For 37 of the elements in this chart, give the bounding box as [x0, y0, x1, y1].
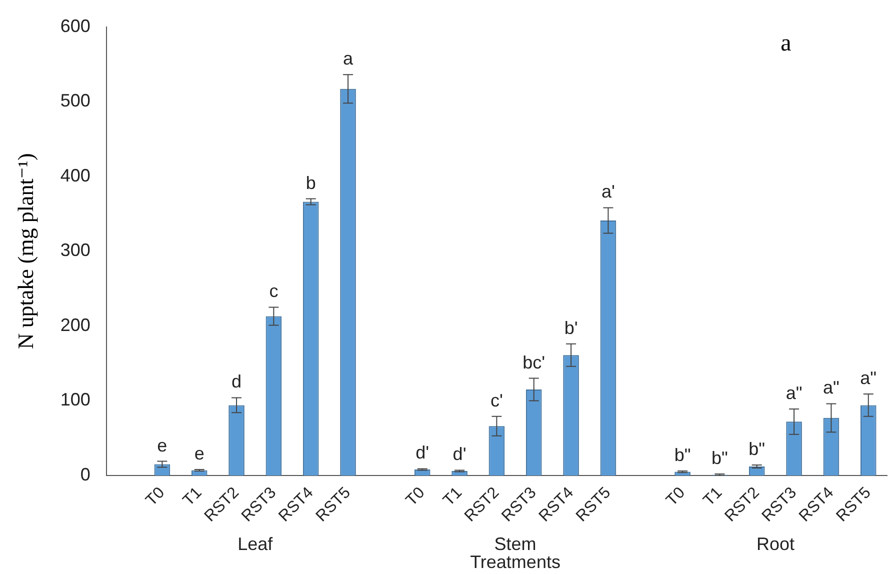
data-label: b [306, 172, 316, 193]
y-tick-label: 0 [80, 464, 90, 484]
data-label: e [194, 443, 204, 464]
x-tick-label: T0 [403, 484, 428, 510]
text: Stem [494, 534, 536, 554]
x-tick-label: T1 [180, 484, 206, 510]
data-label: b" [674, 444, 691, 465]
data-label: bc' [522, 352, 546, 372]
x-tick-label: T0 [663, 484, 689, 510]
text: Leaf [238, 534, 274, 554]
data-label: c' [490, 390, 503, 410]
data-label: e [157, 435, 168, 456]
text: Root [756, 534, 794, 554]
y-tick-label: 600 [60, 16, 90, 36]
data-label: a' [601, 182, 615, 202]
y-axis-title: N uptake (mg plant⁻¹) [12, 153, 38, 350]
y-tick-label: 300 [60, 240, 90, 260]
data-label: c [269, 281, 278, 302]
data-label: d [232, 372, 242, 392]
x-tick-label: T0 [142, 484, 168, 510]
y-tick-label: 200 [60, 314, 90, 335]
y-tick-label: 500 [60, 90, 90, 111]
x-axis-title: Treatments [470, 552, 560, 572]
y-tick-label: 100 [60, 390, 90, 410]
data-label: a" [860, 368, 877, 388]
data-label: d' [452, 444, 466, 464]
data-label: b' [564, 318, 578, 338]
data-label: a" [823, 378, 840, 398]
x-tick-label: T1 [440, 484, 466, 510]
y-tick-label: 400 [60, 165, 90, 186]
x-tick-label: T1 [700, 484, 726, 510]
data-label: b" [748, 439, 766, 460]
annotation: a [780, 30, 792, 56]
data-label: b" [712, 448, 728, 468]
data-label: d' [416, 442, 430, 463]
data-label: a" [786, 382, 802, 403]
data-label: a [343, 48, 354, 69]
